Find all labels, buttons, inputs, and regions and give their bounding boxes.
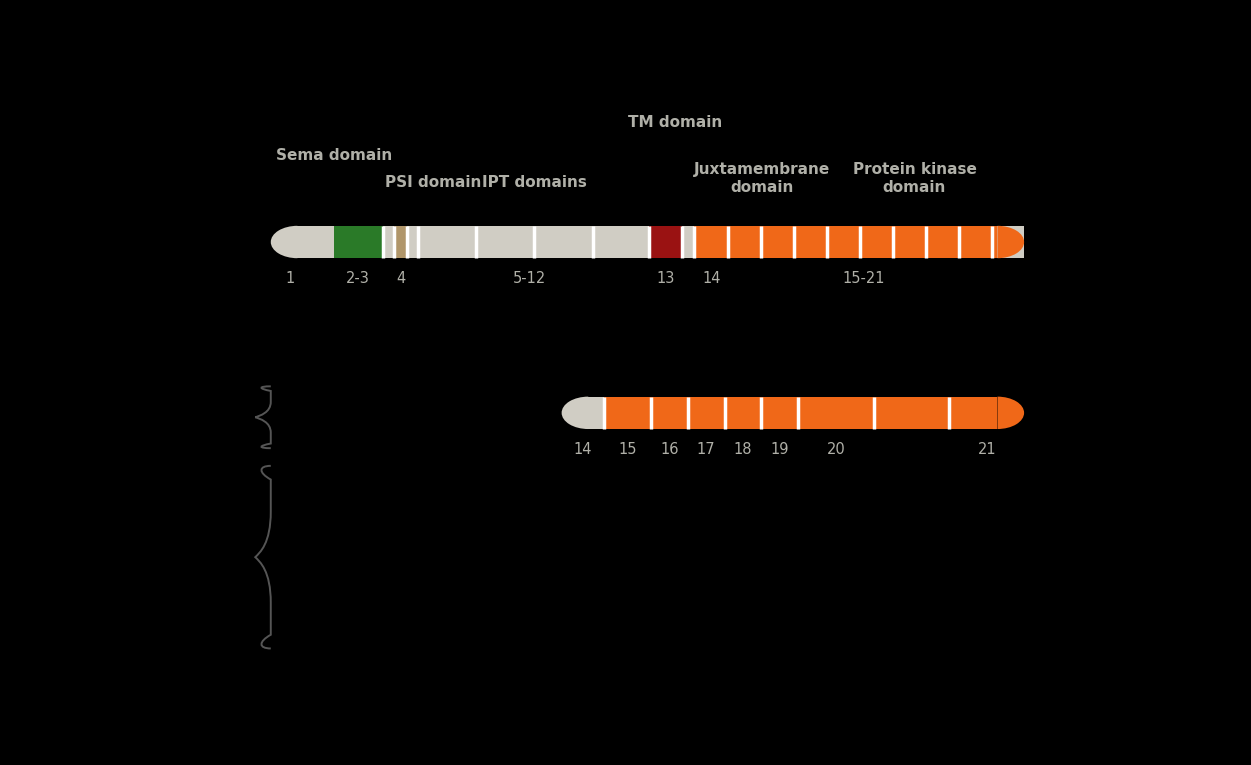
Text: 1: 1 [285, 271, 295, 286]
Text: 14: 14 [703, 271, 721, 286]
Bar [298, 226, 1025, 259]
Wedge shape [562, 396, 588, 429]
Text: Sema domain: Sema domain [275, 148, 392, 163]
Text: Juxtamembrane
domain: Juxtamembrane domain [694, 162, 831, 195]
Bar [682, 226, 694, 259]
Text: 15-21: 15-21 [843, 271, 886, 286]
Wedge shape [997, 226, 1025, 259]
Bar [588, 396, 604, 429]
Text: 5-12: 5-12 [513, 271, 547, 286]
Text: 4: 4 [397, 271, 405, 286]
Text: 19: 19 [771, 442, 789, 457]
Wedge shape [997, 396, 1025, 429]
Text: TM domain: TM domain [628, 116, 722, 130]
Text: PSI domain: PSI domain [384, 175, 480, 190]
Text: 21: 21 [978, 442, 997, 457]
Text: 13: 13 [657, 271, 674, 286]
Bar [694, 226, 997, 259]
Bar [649, 226, 682, 259]
Text: Protein kinase
domain: Protein kinase domain [853, 162, 977, 195]
Wedge shape [270, 226, 298, 259]
Text: 18: 18 [733, 442, 752, 457]
Text: 2-3: 2-3 [347, 271, 370, 286]
Bar [334, 226, 383, 259]
Text: IPT domains: IPT domains [482, 175, 587, 190]
Text: 15: 15 [618, 442, 637, 457]
Bar [604, 396, 997, 429]
Text: 20: 20 [827, 442, 846, 457]
Text: 16: 16 [661, 442, 678, 457]
Bar [394, 226, 407, 259]
Text: 17: 17 [697, 442, 716, 457]
Text: 14: 14 [574, 442, 592, 457]
